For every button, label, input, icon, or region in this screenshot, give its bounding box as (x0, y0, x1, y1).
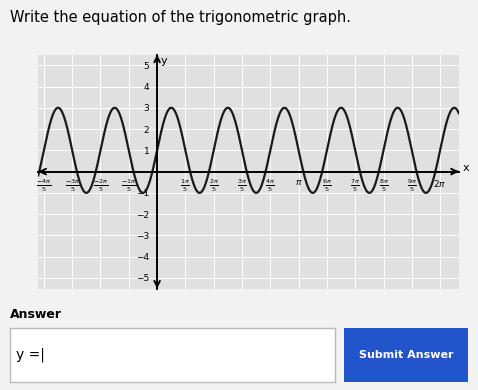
Text: Submit Answer: Submit Answer (359, 350, 454, 360)
Text: y: y (161, 56, 167, 66)
Text: Write the equation of the trigonometric graph.: Write the equation of the trigonometric … (10, 10, 350, 25)
Text: Answer: Answer (10, 308, 62, 321)
Text: x: x (463, 163, 469, 173)
Text: y =|: y =| (16, 347, 45, 362)
